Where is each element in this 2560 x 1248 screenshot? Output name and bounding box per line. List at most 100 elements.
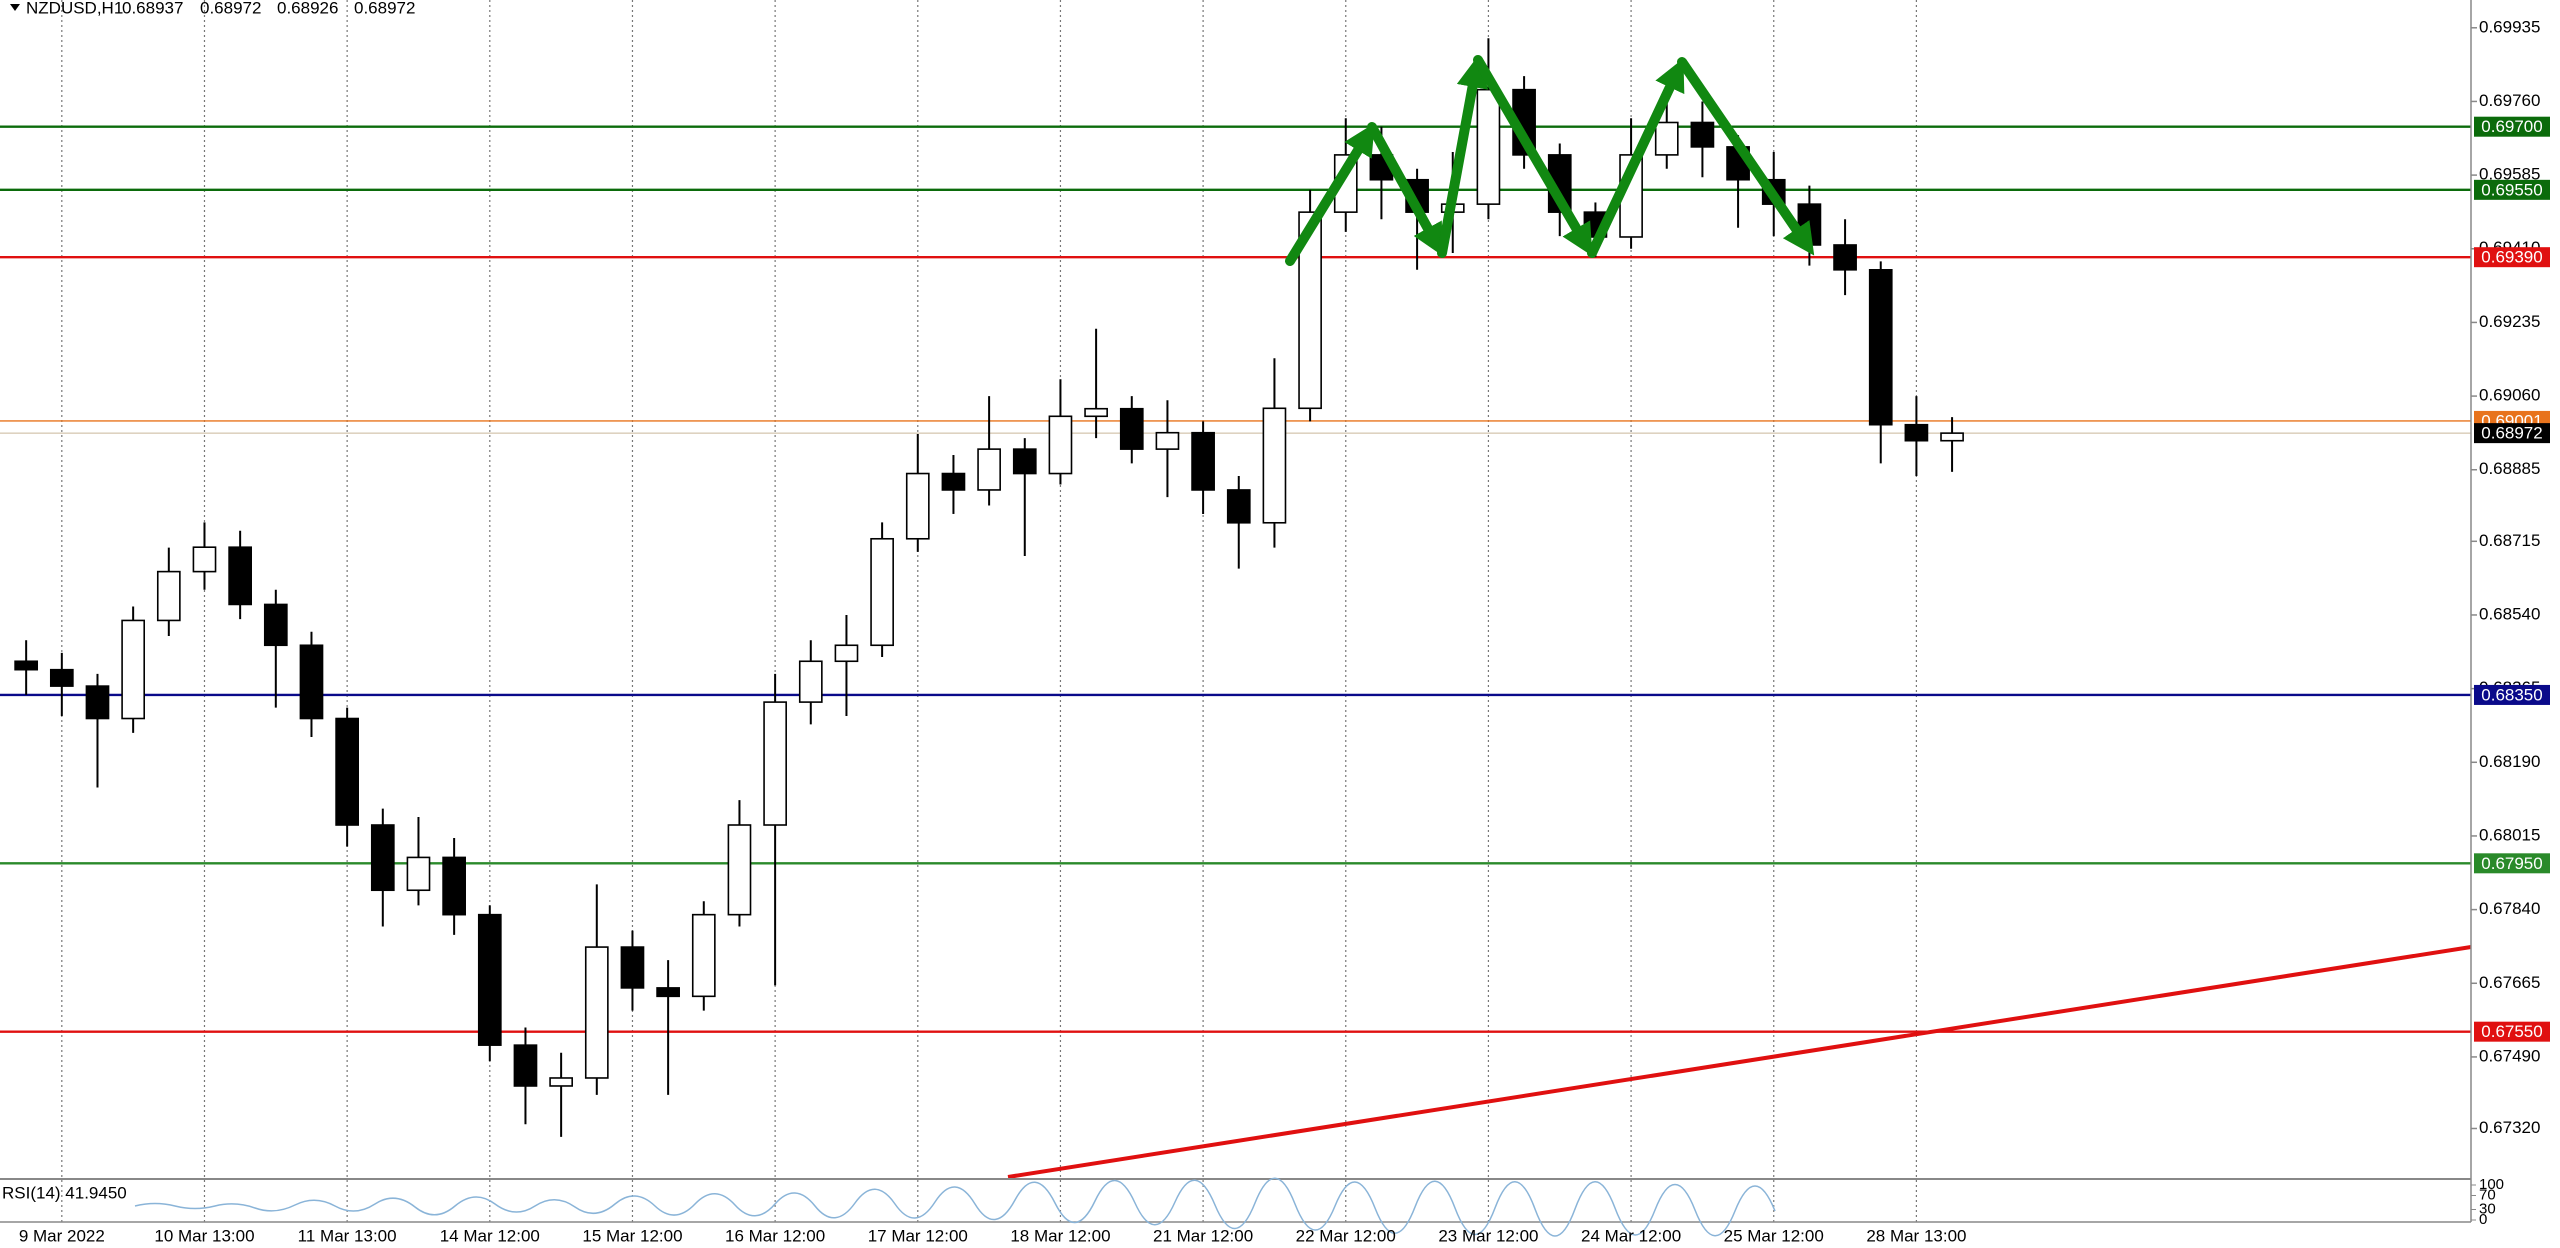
candle-body <box>477 913 502 1046</box>
y-tick-label: 0.69235 <box>2479 312 2540 331</box>
y-tick-label: 0.68885 <box>2479 459 2540 478</box>
candle-body <box>1012 448 1037 475</box>
candle-body <box>834 644 859 663</box>
x-tick-label: 18 Mar 12:00 <box>1010 1226 1110 1245</box>
x-tick-label: 24 Mar 12:00 <box>1581 1226 1681 1245</box>
rsi-tick-label: 70 <box>2479 1186 2496 1203</box>
x-tick-label: 16 Mar 12:00 <box>725 1226 825 1245</box>
y-tick-label: 0.68715 <box>2479 531 2540 550</box>
arrow <box>1473 55 1593 257</box>
pattern-arrows <box>1285 55 1815 266</box>
rsi-label: RSI(14) 41.9450 <box>2 1183 127 1202</box>
candle-body <box>763 701 787 826</box>
level-box <box>2474 684 2550 705</box>
bid-label: 0.68972 <box>2481 424 2542 443</box>
candle-body <box>977 448 1001 491</box>
level-box <box>2474 179 2550 200</box>
candle-body <box>1298 211 1322 410</box>
candle-body <box>1654 121 1679 156</box>
candle-body <box>406 856 431 892</box>
candle-body <box>1155 431 1180 450</box>
candle-body <box>370 824 395 892</box>
candle-body <box>335 717 359 826</box>
candle-body <box>1868 269 1893 426</box>
candle-body <box>1833 244 1857 271</box>
x-tick-label: 21 Mar 12:00 <box>1153 1226 1253 1245</box>
level-box <box>2474 116 2550 137</box>
candle-body <box>263 603 288 647</box>
candle-body <box>156 570 181 622</box>
arrow <box>1367 122 1444 257</box>
y-tick-label: 0.67840 <box>2479 899 2540 918</box>
x-tick-label: 11 Mar 13:00 <box>298 1226 397 1245</box>
candle-body <box>14 660 39 671</box>
levels-layer <box>0 125 2471 1033</box>
level-box <box>2474 1021 2550 1042</box>
candle-body <box>1191 431 1215 491</box>
level-label: 0.67950 <box>2481 854 2542 873</box>
candle-body <box>1262 407 1287 524</box>
menu-triangle <box>10 4 20 11</box>
arrow <box>1437 55 1489 258</box>
candle-body <box>870 537 894 647</box>
arrow <box>1285 123 1375 266</box>
candle-body <box>620 946 645 989</box>
header-price: 0.68926 <box>277 0 338 17</box>
candle-body <box>85 685 110 720</box>
candle-body <box>584 946 609 1079</box>
arrow <box>1587 58 1685 258</box>
x-tick-label: 17 Mar 12:00 <box>868 1226 968 1245</box>
x-tick-label: 23 Mar 12:00 <box>1438 1226 1538 1245</box>
x-tick-label: 25 Mar 12:00 <box>1724 1226 1824 1245</box>
x-tick-label: 28 Mar 13:00 <box>1866 1226 1966 1245</box>
x-tick-label: 15 Mar 12:00 <box>582 1226 682 1245</box>
candle-body <box>192 546 217 573</box>
candle-body <box>905 472 930 540</box>
candles-layer <box>14 38 1964 1137</box>
trend-line <box>1007 945 2472 1179</box>
rsi-tick-label: 100 <box>2479 1176 2504 1193</box>
candle-body <box>798 660 823 703</box>
candle-body <box>1226 489 1251 524</box>
candle-body <box>691 913 716 998</box>
candle-body <box>727 824 752 916</box>
candle-body <box>121 619 146 720</box>
level-label: 0.67550 <box>2481 1022 2542 1041</box>
y-tick-label: 0.68540 <box>2479 604 2540 623</box>
y-tick-label: 0.67320 <box>2479 1118 2540 1137</box>
level-box <box>2474 247 2550 268</box>
x-tick-label: 9 Mar 2022 <box>19 1226 105 1245</box>
candle-body <box>1904 423 1929 442</box>
y-tick-label: 0.67490 <box>2479 1046 2540 1065</box>
y-tick-label: 0.68015 <box>2479 825 2540 844</box>
candle-body <box>49 668 74 687</box>
arrow <box>1677 57 1815 256</box>
candle-body <box>299 644 324 720</box>
x-tick-label: 22 Mar 12:00 <box>1296 1226 1396 1245</box>
candle-body <box>1476 88 1501 205</box>
candle-body <box>1084 407 1108 418</box>
grid-layer <box>61 0 1918 1222</box>
level-box <box>2474 853 2550 874</box>
candle-body <box>941 472 966 491</box>
y-tick-label: 0.69585 <box>2479 165 2540 184</box>
x-tick-label: 14 Mar 12:00 <box>440 1226 540 1245</box>
header-price: 0.68972 <box>200 0 261 17</box>
candle-body <box>656 987 680 998</box>
y-tick-label: 0.68190 <box>2479 752 2540 771</box>
symbol-title: NZDUSD,H1 <box>26 0 123 17</box>
header-price: 0.68972 <box>354 0 415 17</box>
rsi-tick-label: 0 <box>2479 1211 2487 1228</box>
level-label: 0.68350 <box>2481 685 2542 704</box>
rsi-tick-label: 30 <box>2479 1200 2496 1217</box>
level-label: 0.69700 <box>2481 117 2542 136</box>
y-tick-label: 0.69935 <box>2479 17 2540 36</box>
candle-body <box>1940 432 1964 442</box>
candle-body <box>1690 121 1715 148</box>
x-tick-label: 10 Mar 13:00 <box>154 1226 254 1245</box>
candle-body <box>228 546 253 606</box>
level-label: 0.69390 <box>2481 248 2542 267</box>
y-tick-label: 0.67665 <box>2479 973 2540 992</box>
